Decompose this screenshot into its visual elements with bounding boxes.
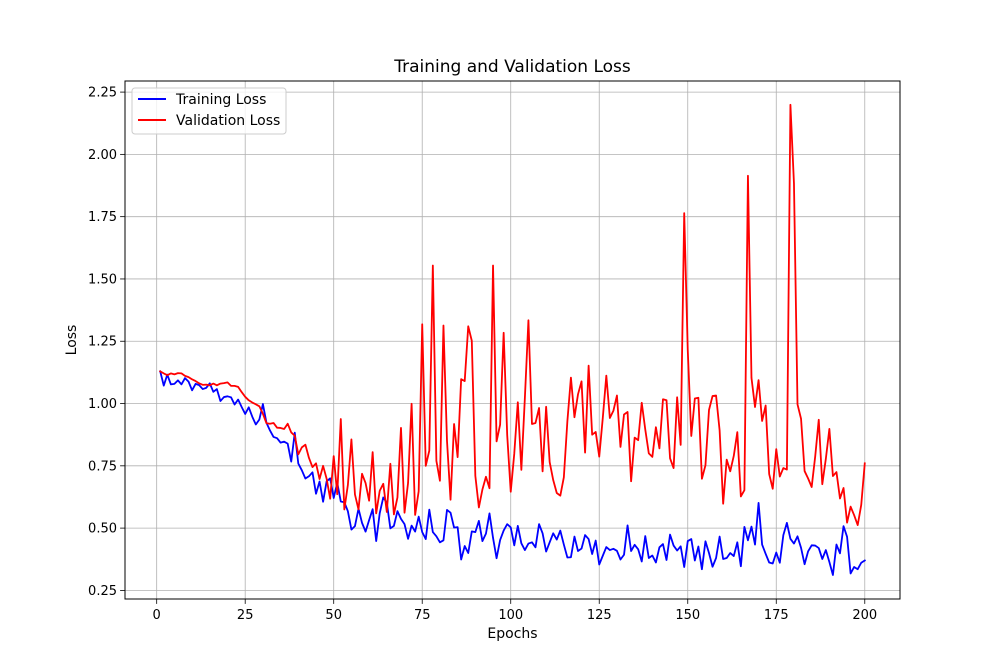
y-tick-label: 2.25 <box>88 86 117 101</box>
y-tick-label: 1.50 <box>88 272 117 287</box>
legend-label-validation: Validation Loss <box>176 113 280 129</box>
y-tick-label: 1.00 <box>88 397 117 412</box>
y-tick-label: 1.25 <box>88 335 117 350</box>
x-tick-label: 25 <box>237 608 254 623</box>
y-tick-label: 1.75 <box>88 210 117 225</box>
x-axis: 0 25 50 75 100 125 150 175 200 <box>153 599 877 623</box>
x-tick-label: 50 <box>325 608 342 623</box>
y-axis: 0.25 0.50 0.75 1.00 1.25 1.50 1.75 2.00 2.25 <box>88 86 125 599</box>
y-tick-label: 2.00 <box>88 148 117 163</box>
y-tick-label: 0.50 <box>88 522 117 537</box>
legend-box <box>131 87 287 135</box>
y-tick-label: 0.25 <box>88 584 117 599</box>
series-line-validation-loss <box>159 103 866 527</box>
x-tick-label: 100 <box>498 608 523 623</box>
y-tick-label: 0.75 <box>88 459 117 474</box>
series-line-training-loss <box>159 370 867 576</box>
x-tick-label: 150 <box>675 608 700 623</box>
x-tick-label: 200 <box>852 608 877 623</box>
grid <box>125 81 900 599</box>
series-lines <box>159 103 867 576</box>
chart-title: Training and Validation Loss <box>393 57 631 77</box>
legend: Training Loss Validation Loss <box>131 87 287 135</box>
x-tick-label: 125 <box>587 608 612 623</box>
plot-frame <box>124 80 901 600</box>
x-tick-label: 175 <box>764 608 789 623</box>
x-tick-label: 0 <box>153 608 161 623</box>
legend-label-training: Training Loss <box>175 92 266 108</box>
x-axis-label: Epochs <box>487 626 537 642</box>
x-tick-label: 75 <box>414 608 431 623</box>
y-axis-label: Loss <box>64 325 80 356</box>
